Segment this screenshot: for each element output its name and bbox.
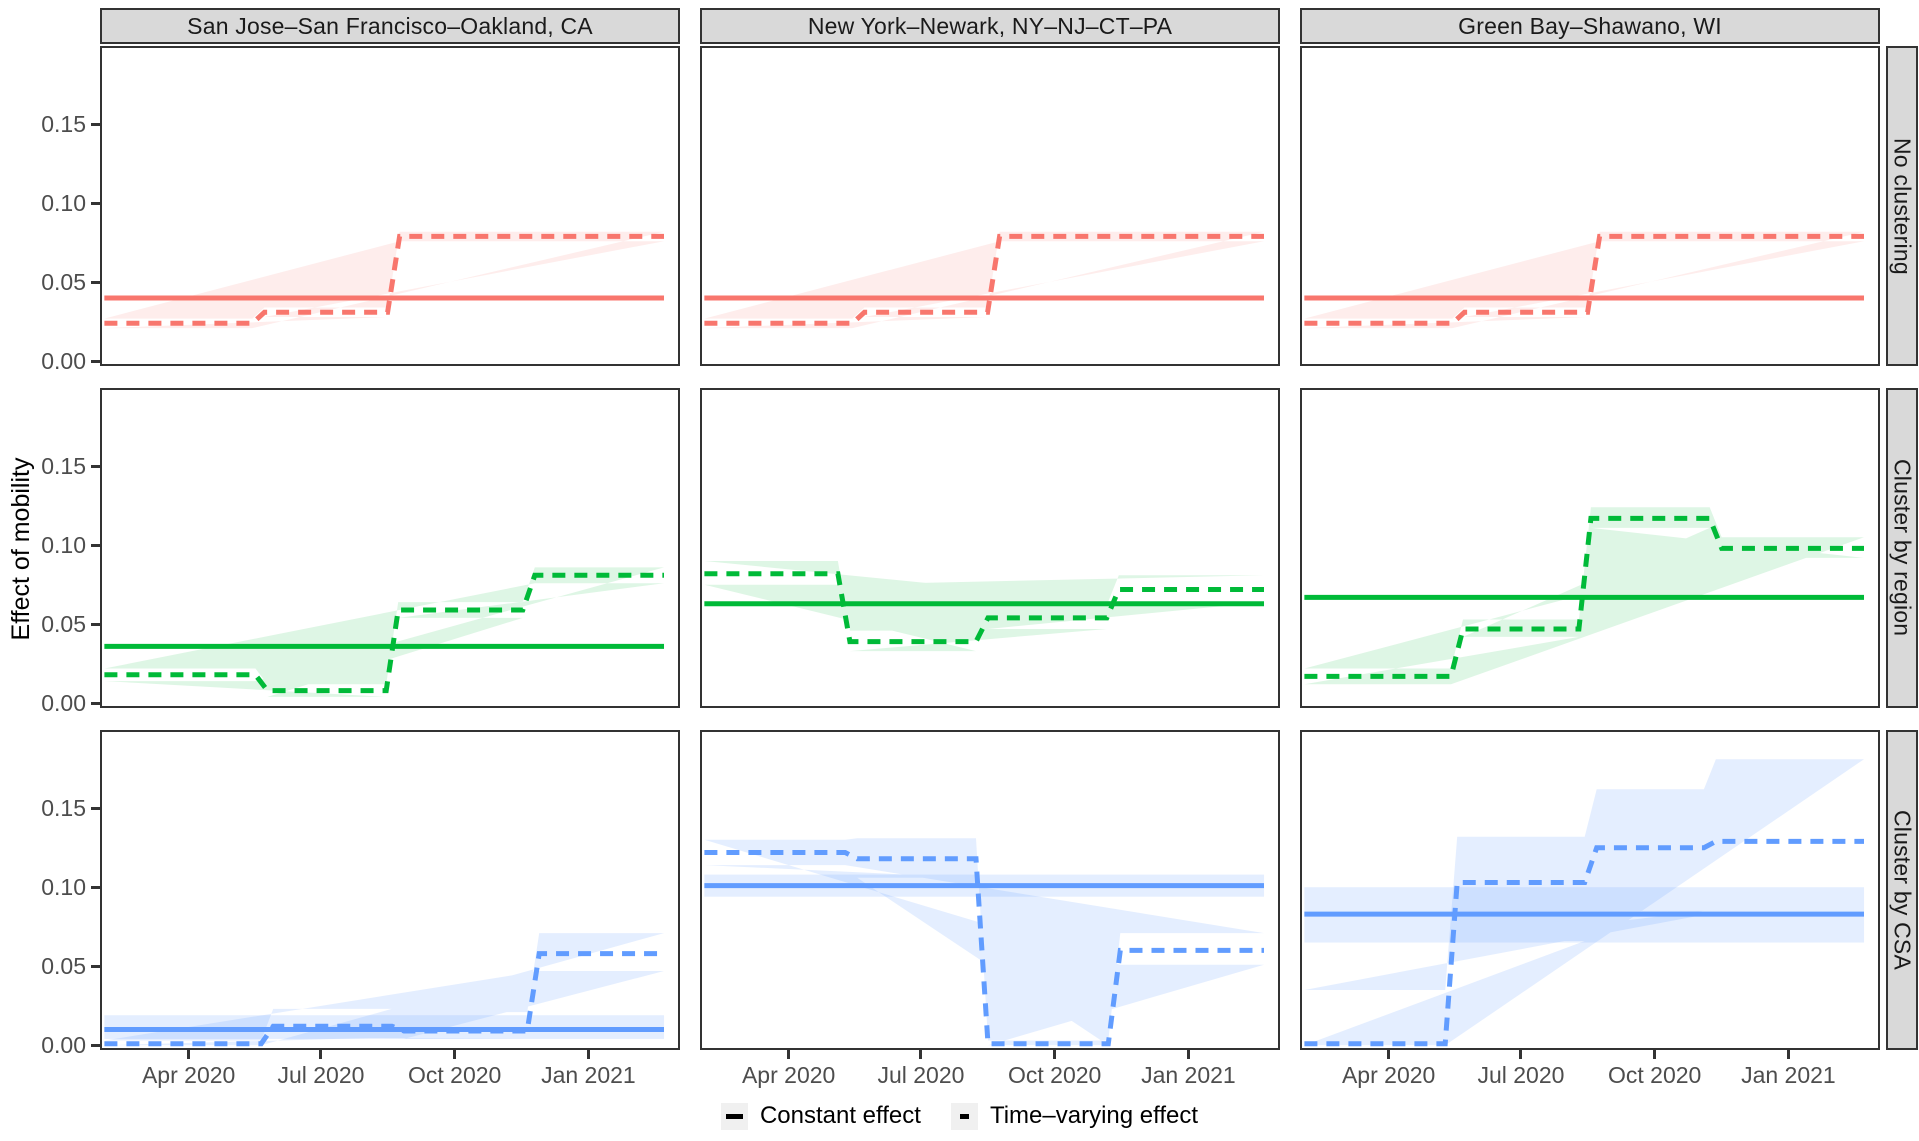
panel-row1-col1 <box>700 388 1280 708</box>
y-tick-mark <box>91 359 100 363</box>
y-tick-mark <box>91 280 100 284</box>
x-tick-label: Jan 2021 <box>1141 1062 1236 1088</box>
y-tick-label: 0.00 <box>41 1032 86 1059</box>
x-tick-label: Jul 2020 <box>277 1062 365 1088</box>
panel-row2-col0 <box>100 730 680 1050</box>
x-tick-mark <box>1519 1050 1523 1059</box>
y-tick-label: 0.00 <box>41 348 86 375</box>
x-tick-mark <box>319 1050 323 1059</box>
y-tick-label: 0.15 <box>41 111 86 138</box>
y-tick-label: 0.05 <box>41 269 86 296</box>
panel-border <box>700 388 1280 708</box>
x-tick-mark <box>187 1050 191 1059</box>
facet-strip-column-2: Green Bay–Shawano, WI <box>1300 8 1880 44</box>
legend-item-time-varying-effect: Time–varying effect <box>950 1102 1199 1130</box>
time-varying-effect-line <box>704 850 1264 1047</box>
time-varying-effect-line <box>1304 233 1864 326</box>
x-tick-mark <box>919 1050 923 1059</box>
panel-row0-col2 <box>1300 46 1880 366</box>
x-tick-label: Oct 2020 <box>408 1062 502 1088</box>
panel-row1-col0 <box>100 388 680 708</box>
panel-row1-col2 <box>1300 388 1880 708</box>
y-tick-mark <box>91 122 100 126</box>
time-varying-effect-line <box>104 951 664 1047</box>
facet-strip-row-1: Cluster by region <box>1886 388 1918 708</box>
panel-border <box>1300 46 1880 366</box>
y-tick-label: 0.15 <box>41 795 86 822</box>
x-tick-mark <box>453 1050 457 1059</box>
y-tick-mark <box>91 622 100 626</box>
x-tick-label: Oct 2020 <box>1608 1062 1702 1088</box>
y-tick-label: 0.00 <box>41 690 86 717</box>
x-tick-mark <box>1387 1050 1391 1059</box>
time-varying-confidence-band <box>104 567 664 697</box>
y-tick-mark <box>91 885 100 889</box>
x-tick-label: Apr 2020 <box>141 1062 236 1088</box>
panel-row0-col1 <box>700 46 1280 366</box>
legend: Constant effect Time–varying effect <box>0 1098 1919 1134</box>
panel-border <box>1300 730 1880 1050</box>
y-tick-label: 0.10 <box>41 532 86 559</box>
time-varying-effect-line <box>704 233 1264 326</box>
time-varying-effect-line <box>104 233 664 326</box>
panel-border <box>700 46 1280 366</box>
time-varying-effect-line <box>104 572 664 694</box>
legend-label-constant-effect: Constant effect <box>759 1102 921 1129</box>
x-tick-mark <box>787 1050 791 1059</box>
panel-row2-col2 <box>1300 730 1880 1050</box>
facet-strip-column-0: San Jose–San Francisco–Oakland, CA <box>100 8 680 44</box>
facet-strip-row-2: Cluster by CSA <box>1886 730 1918 1050</box>
y-tick-mark <box>91 201 100 205</box>
y-tick-label: 0.10 <box>41 190 86 217</box>
x-tick-mark <box>1053 1050 1057 1059</box>
time-varying-confidence-band <box>104 933 664 1046</box>
panel-row2-col1 <box>700 730 1280 1050</box>
time-varying-confidence-band <box>104 231 664 329</box>
panel-border <box>1300 388 1880 708</box>
panel-border <box>100 388 680 708</box>
y-tick-mark <box>91 701 100 705</box>
panel-border <box>700 730 1280 1050</box>
x-tick-label: Jan 2021 <box>541 1062 636 1088</box>
time-varying-confidence-band <box>704 838 1264 1046</box>
x-tick-label: Jul 2020 <box>1477 1062 1565 1088</box>
x-tick-mark <box>1786 1050 1790 1059</box>
x-tick-label: Jul 2020 <box>877 1062 965 1088</box>
solid-line-icon <box>725 1113 743 1119</box>
y-tick-label: 0.10 <box>41 874 86 901</box>
x-tick-label: Apr 2020 <box>1341 1062 1436 1088</box>
facet-strip-column-1: New York–Newark, NY–NJ–CT–PA <box>700 8 1280 44</box>
time-varying-confidence-band <box>1304 231 1864 329</box>
legend-item-constant-effect: Constant effect <box>720 1102 921 1130</box>
y-tick-label: 0.05 <box>41 953 86 980</box>
x-tick-mark <box>1653 1050 1657 1059</box>
legend-key-dashed <box>950 1102 978 1130</box>
time-varying-confidence-band <box>704 231 1264 329</box>
x-tick-label: Apr 2020 <box>741 1062 836 1088</box>
facet-strip-row-0: No clustering <box>1886 46 1918 366</box>
time-varying-effect-line <box>1304 838 1864 1047</box>
y-tick-mark <box>91 964 100 968</box>
time-varying-confidence-band <box>1304 759 1864 1046</box>
panel-row0-col0 <box>100 46 680 366</box>
y-tick-mark <box>91 1043 100 1047</box>
x-tick-mark <box>1186 1050 1190 1059</box>
legend-key-solid <box>720 1102 748 1130</box>
y-tick-label: 0.15 <box>41 453 86 480</box>
time-varying-effect-line <box>704 571 1264 645</box>
x-tick-label: Oct 2020 <box>1008 1062 1102 1088</box>
panel-border <box>100 46 680 366</box>
y-tick-label: 0.05 <box>41 611 86 638</box>
panel-border <box>100 730 680 1050</box>
y-tick-mark <box>91 543 100 547</box>
y-tick-mark <box>91 806 100 810</box>
y-tick-mark <box>91 464 100 468</box>
x-tick-label: Jan 2021 <box>1741 1062 1836 1088</box>
x-tick-mark <box>586 1050 590 1059</box>
dashed-line-icon <box>959 1113 969 1119</box>
time-varying-effect-line <box>1304 515 1864 679</box>
legend-label-time-varying-effect: Time–varying effect <box>989 1102 1199 1129</box>
